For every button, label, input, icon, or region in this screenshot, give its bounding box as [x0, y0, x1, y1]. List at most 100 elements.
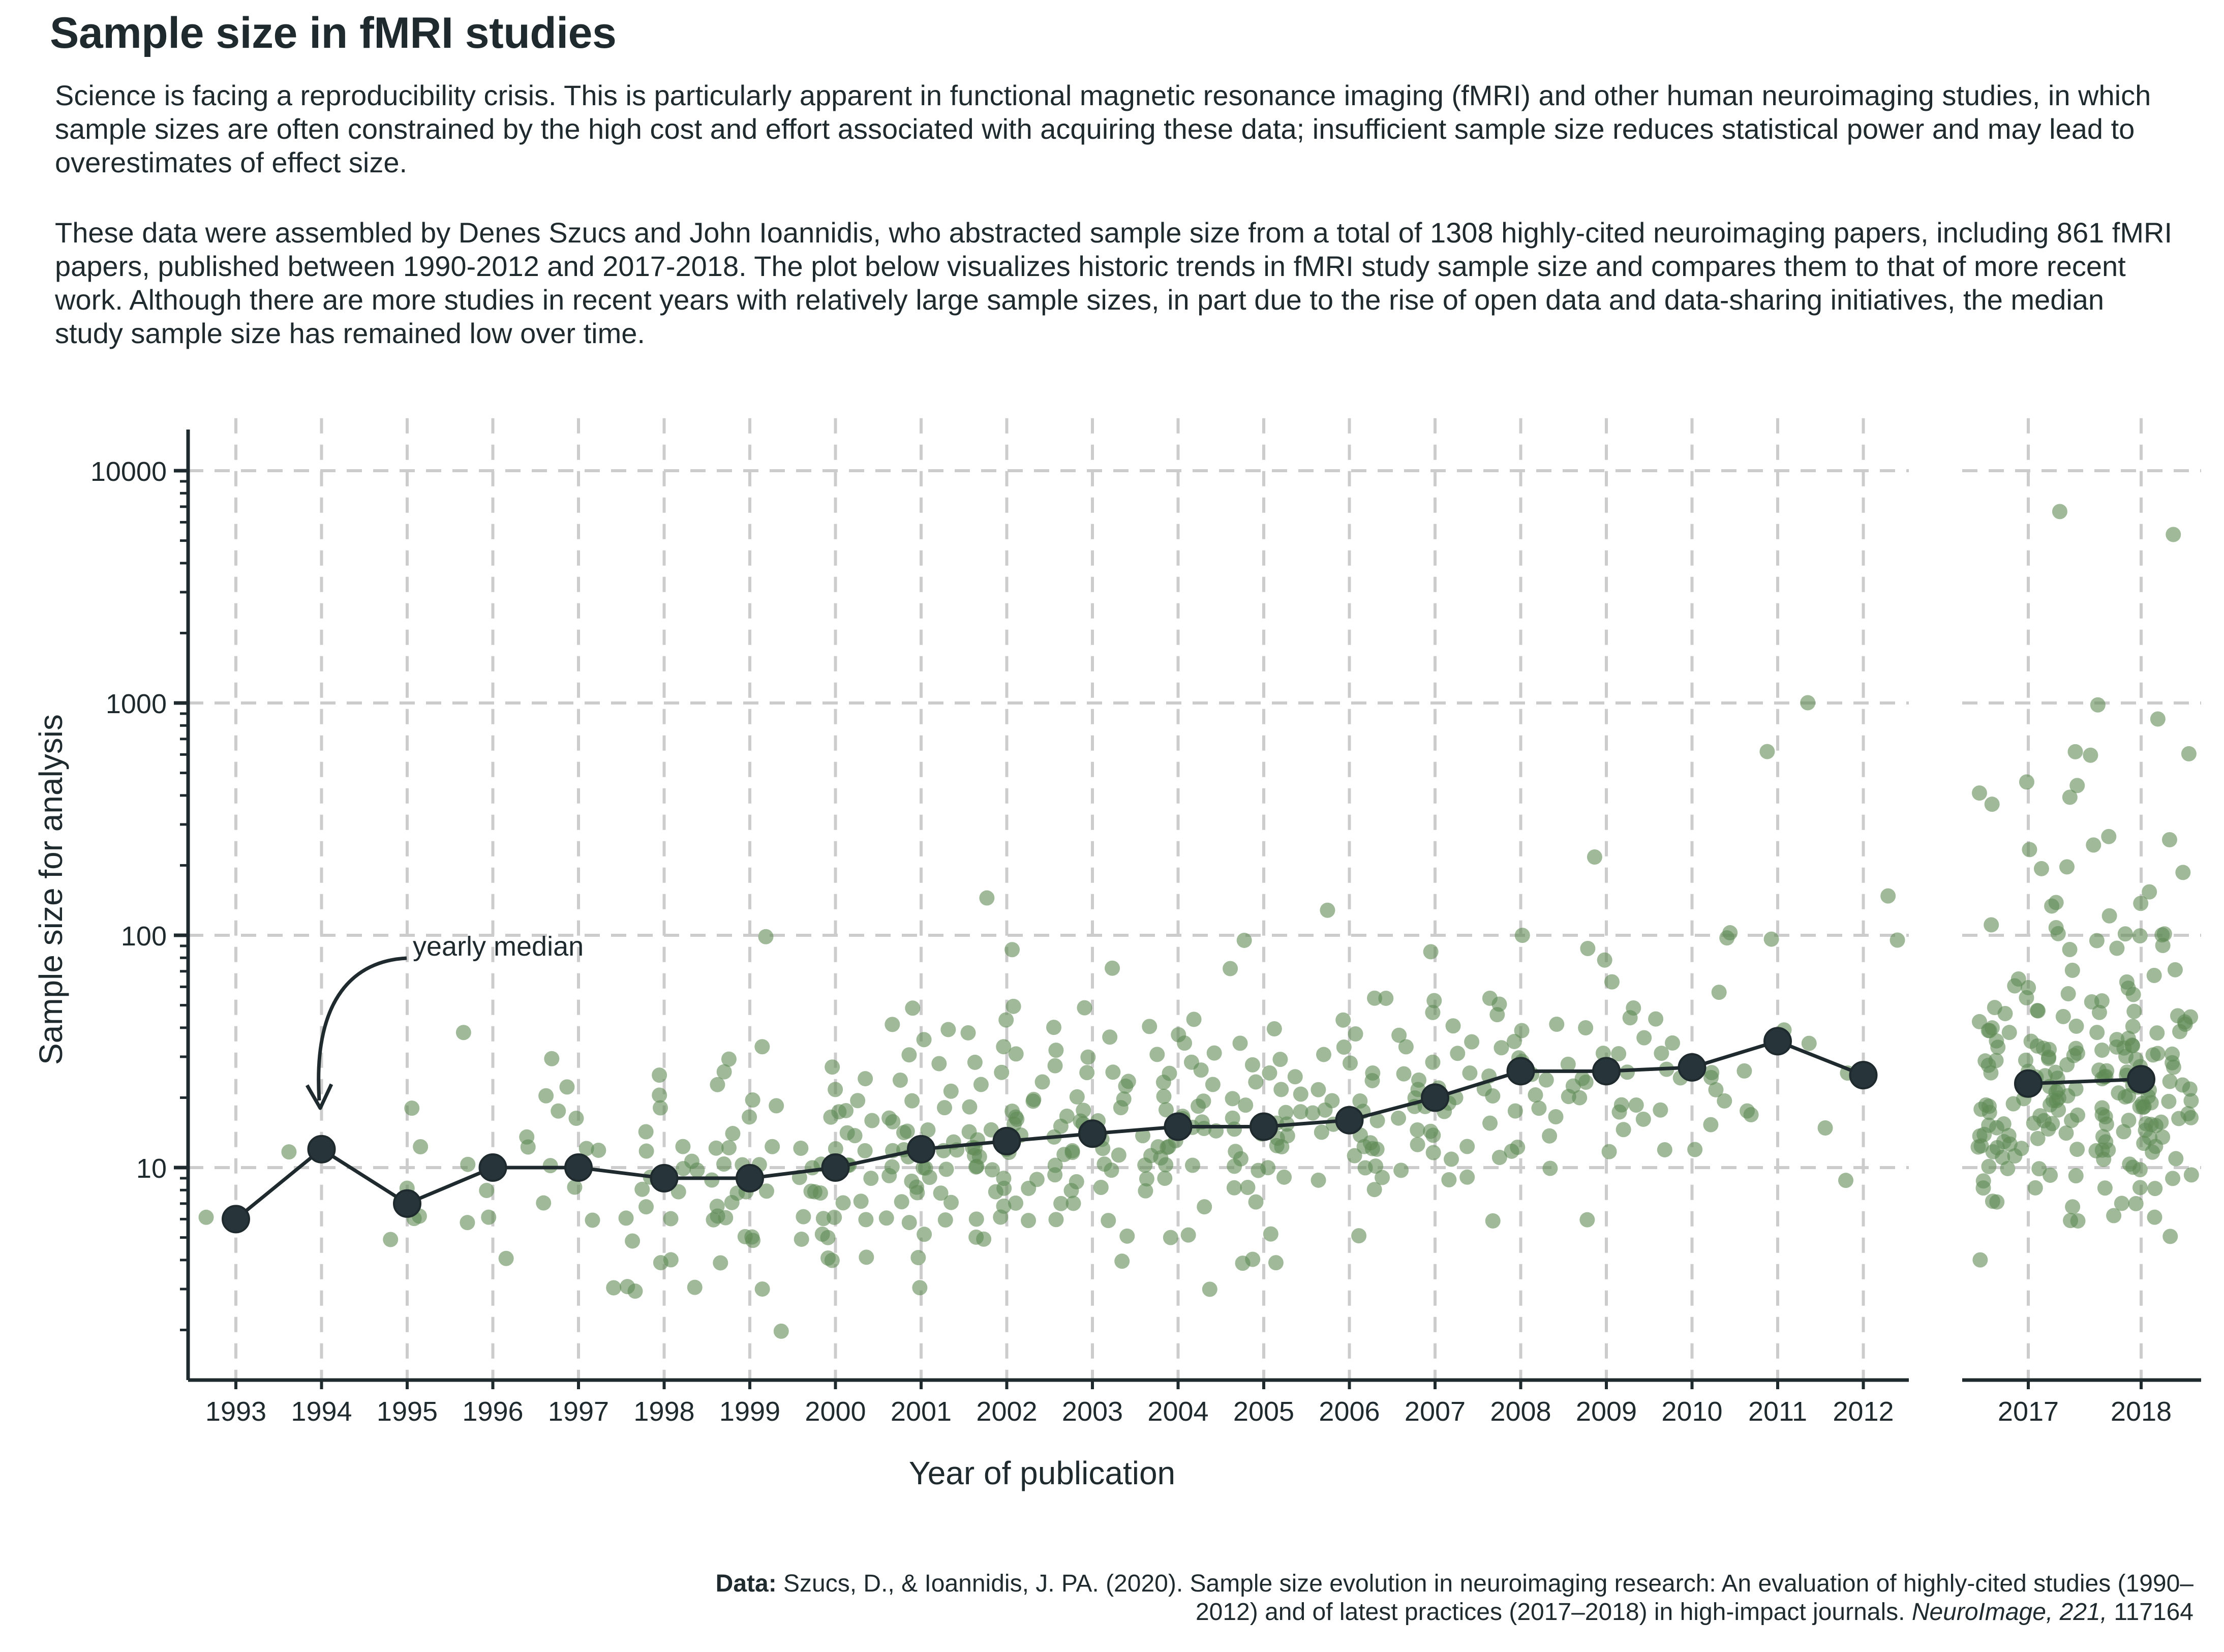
study-point [1971, 785, 1987, 801]
study-point [1717, 1093, 1732, 1109]
study-point [1485, 1213, 1501, 1229]
study-point [1065, 1196, 1081, 1211]
study-point [1425, 1054, 1441, 1070]
study-point [838, 1103, 854, 1118]
study-point [922, 1170, 937, 1185]
study-point [1996, 1116, 2012, 1132]
study-point [1197, 1199, 1212, 1215]
study-point [2040, 1051, 2056, 1066]
study-point [937, 1212, 953, 1228]
study-point [2162, 1229, 2178, 1244]
study-point [2101, 908, 2117, 924]
study-point [2126, 1003, 2142, 1019]
study-point [625, 1233, 641, 1249]
median-point-2004 [1164, 1112, 1193, 1141]
study-point [2062, 789, 2078, 805]
study-point [765, 1139, 780, 1154]
study-point [1186, 1012, 1202, 1027]
study-point [899, 1123, 915, 1139]
study-point [1369, 1113, 1385, 1128]
x-tick-label: 1997 [548, 1396, 609, 1427]
data-description-paragraph: These data were assembled by Denes Szucs… [55, 217, 2172, 349]
study-point [2101, 829, 2117, 844]
median-point-1994 [307, 1135, 336, 1164]
study-point [2146, 967, 2162, 983]
study-point [1225, 1091, 1240, 1107]
study-point [2183, 1093, 2199, 1109]
study-point [1232, 1035, 1248, 1051]
study-point [973, 1077, 989, 1092]
median-point-2011 [1763, 1027, 1792, 1056]
study-point [1425, 1004, 1441, 1020]
study-point [1653, 1102, 1668, 1118]
study-point [1443, 1151, 1459, 1167]
study-point [2106, 1208, 2122, 1223]
x-tick-label: 1993 [205, 1396, 266, 1427]
study-point [1364, 1073, 1380, 1088]
study-point [708, 1140, 724, 1156]
study-point [1008, 1046, 1024, 1062]
study-point [2183, 1167, 2199, 1183]
study-point [479, 1182, 495, 1198]
study-point [1800, 695, 1816, 711]
study-point [1973, 1138, 1989, 1154]
study-point [892, 1073, 908, 1088]
study-point [794, 1231, 809, 1247]
study-point [710, 1077, 725, 1092]
study-point [1972, 1252, 1988, 1268]
study-point [498, 1250, 514, 1266]
study-point [793, 1140, 809, 1156]
median-point-2008 [1506, 1057, 1535, 1086]
study-point [2000, 1160, 2016, 1176]
study-point [1004, 942, 1020, 958]
study-point [2086, 837, 2101, 853]
study-point [2090, 697, 2106, 713]
study-point [1278, 1105, 1294, 1120]
x-tick-label: 2008 [1490, 1396, 1551, 1427]
median-point-1999 [736, 1164, 764, 1192]
study-point [2133, 896, 2149, 911]
median-point-2009 [1592, 1057, 1621, 1086]
study-point [2043, 1168, 2058, 1183]
study-point [1138, 1183, 1153, 1199]
study-point [2098, 1116, 2114, 1132]
study-point [2022, 842, 2037, 858]
x-tick-label: 1994 [291, 1396, 352, 1427]
study-point [2084, 994, 2099, 1009]
study-point [671, 1184, 686, 1200]
median-point-2010 [1678, 1053, 1707, 1082]
study-point [864, 1113, 880, 1128]
y-tick-label: 10000 [90, 456, 167, 487]
study-point [1635, 1111, 1651, 1127]
x-tick-label: 2009 [1576, 1396, 1637, 1427]
study-point [745, 1092, 760, 1108]
study-point [2064, 962, 2080, 978]
intro-paragraph: Science is facing a reproducibility cris… [55, 79, 2151, 178]
study-point [1838, 1173, 1854, 1188]
study-point [1287, 1069, 1303, 1085]
study-point [2132, 928, 2148, 944]
study-point [1206, 1045, 1222, 1061]
study-point [1801, 1035, 1817, 1051]
study-point [1311, 1082, 1326, 1097]
study-point [198, 1209, 214, 1225]
study-point [758, 1183, 774, 1199]
study-point [1514, 1023, 1530, 1038]
study-point [2094, 1071, 2110, 1087]
study-point [1378, 990, 1394, 1006]
study-point [1272, 1052, 1288, 1067]
study-point [885, 1017, 900, 1032]
study-point [984, 1162, 1000, 1178]
study-point [1425, 1127, 1441, 1143]
study-point [721, 1051, 737, 1067]
study-point [1268, 1255, 1284, 1271]
study-point [1510, 1140, 1526, 1155]
study-point [2005, 1096, 2021, 1112]
study-point [383, 1232, 399, 1247]
study-point [2167, 962, 2183, 977]
study-point [2059, 859, 2075, 875]
study-point [1093, 1179, 1109, 1195]
study-point [2060, 986, 2076, 1001]
study-point [1114, 1253, 1130, 1269]
study-point [940, 1022, 956, 1037]
